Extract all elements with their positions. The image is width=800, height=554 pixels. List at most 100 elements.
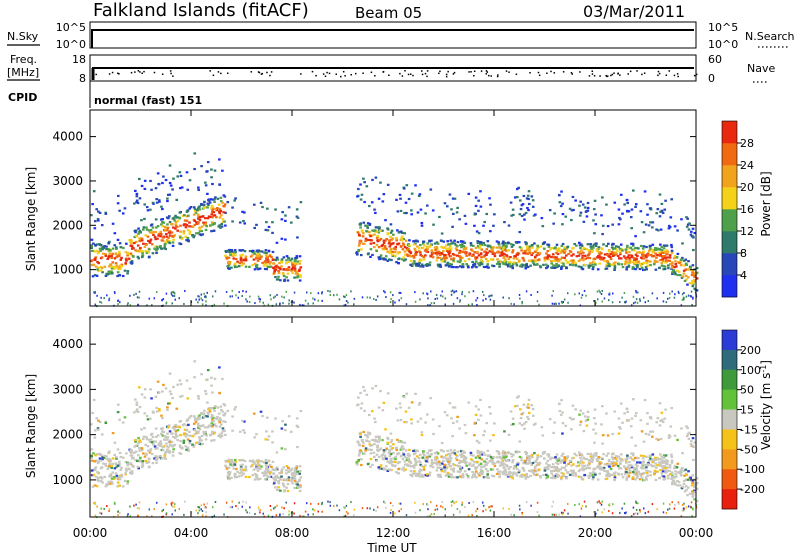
- power-cell: [271, 231, 274, 234]
- power-cell: [90, 246, 93, 250]
- power-cell: [193, 223, 197, 227]
- power-cell: [492, 224, 495, 227]
- power-noise-cell: [682, 296, 685, 299]
- velocity-cell: [159, 444, 162, 447]
- nave-dot: [591, 73, 594, 75]
- power-noise-cell: [195, 298, 197, 301]
- power-cell: [359, 226, 362, 229]
- power-cell: [669, 263, 672, 266]
- power-cell: [605, 263, 608, 266]
- power-cell: [463, 214, 467, 217]
- power-cell: [450, 263, 453, 266]
- power-cell: [534, 255, 537, 259]
- velocity-cell: [639, 419, 643, 422]
- power-cell: [104, 274, 108, 278]
- velocity-cell: [582, 469, 585, 472]
- velocity-cell: [473, 460, 476, 464]
- power-cell: [374, 211, 377, 215]
- velocity-cell: [181, 446, 184, 450]
- power-cell: [607, 249, 611, 252]
- velocity-cell: [233, 461, 236, 464]
- power-cell: [659, 253, 662, 256]
- velocity-cell: [691, 490, 694, 493]
- power-cell: [95, 208, 99, 211]
- power-cell: [641, 247, 645, 250]
- velocity-cell: [134, 440, 137, 443]
- velocity-cell: [529, 470, 532, 473]
- velocity-cell: [499, 457, 503, 460]
- velocity-cell: [522, 403, 526, 406]
- power-cell: [183, 214, 186, 217]
- power-cell: [272, 262, 275, 265]
- velocity-cell: [665, 454, 669, 457]
- velocity-cell: [213, 406, 216, 410]
- power-cell: [110, 254, 113, 258]
- power-cell: [97, 210, 100, 213]
- velocity-cell: [257, 459, 260, 462]
- velocity-cell: [453, 449, 456, 452]
- power-cell: [475, 256, 479, 259]
- velocity-cell: [449, 449, 453, 452]
- power-cell: [222, 211, 225, 214]
- velocity-cell: [90, 423, 93, 426]
- power-cell: [555, 262, 558, 266]
- power-cell: [110, 265, 114, 268]
- power-noise-cell: [282, 302, 284, 305]
- velocity-cell: [198, 435, 201, 439]
- velocity-cell: [118, 418, 121, 421]
- power-cell: [442, 240, 446, 243]
- power-cell: [673, 225, 677, 228]
- power-cell: [197, 232, 200, 235]
- velocity-cell: [531, 407, 535, 411]
- velocity-cell: [525, 458, 529, 462]
- power-cell: [197, 221, 200, 224]
- power-cell: [647, 249, 651, 252]
- power-cell: [640, 262, 644, 266]
- velocity-cell: [398, 402, 402, 405]
- velocity-cell: [471, 459, 474, 462]
- power-cell: [360, 248, 363, 251]
- velocity-cell: [655, 458, 658, 461]
- power-noise-cell: [427, 297, 429, 300]
- velocity-cell: [486, 473, 490, 476]
- velocity-cell: [387, 452, 391, 455]
- velocity-cell: [287, 466, 290, 469]
- velocity-cell: [394, 458, 397, 461]
- power-cell: [651, 251, 654, 254]
- velocity-cell: [156, 380, 160, 383]
- velocity-cell: [606, 463, 609, 466]
- velocity-cell: [580, 459, 583, 462]
- nave-dot: [599, 75, 601, 77]
- velocity-cell: [539, 476, 542, 479]
- velocity-cell: [97, 428, 100, 431]
- power-cell: [115, 264, 119, 267]
- power-cell: [420, 263, 424, 266]
- power-cell: [255, 264, 259, 267]
- power-cell: [628, 251, 631, 254]
- nave-dot: [636, 70, 638, 72]
- velocity-cell: [360, 402, 364, 405]
- nave-dot: [676, 73, 679, 75]
- power-cell: [543, 259, 547, 262]
- velocity-cell: [424, 421, 427, 424]
- velocity-cell: [231, 460, 234, 463]
- velocity-cell: [355, 461, 359, 464]
- power-cell: [447, 265, 451, 268]
- power-cell: [475, 265, 478, 269]
- power-cell: [369, 235, 372, 238]
- power-cell: [673, 265, 677, 269]
- power-cell: [380, 244, 384, 247]
- power-cell: [154, 187, 158, 190]
- velocity-cell: [578, 451, 581, 454]
- power-cell: [212, 222, 216, 226]
- velocity-cell: [468, 464, 471, 467]
- velocity-cell: [452, 467, 456, 470]
- power-cell: [204, 228, 208, 232]
- velocity-cell: [166, 406, 169, 409]
- power-cell: [408, 244, 411, 247]
- velocity-cell: [619, 427, 622, 430]
- velocity-cell: [570, 428, 573, 431]
- velocity-cell: [654, 478, 658, 482]
- power-cell: [151, 226, 155, 229]
- velocity-cell: [145, 435, 148, 439]
